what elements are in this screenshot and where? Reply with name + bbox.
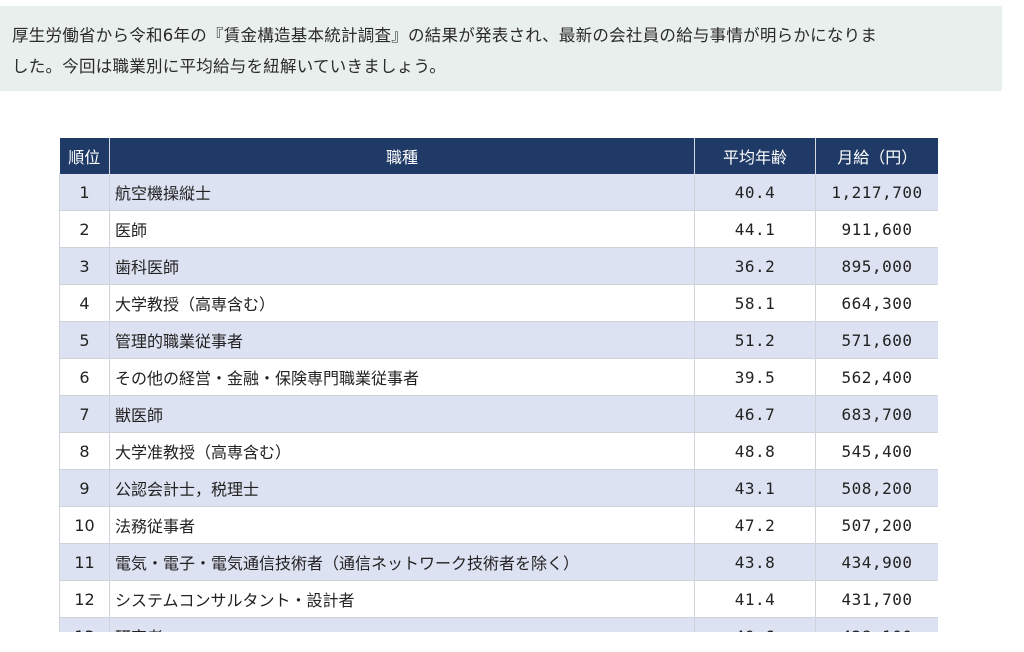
salary-cell: 507,200 — [815, 506, 938, 544]
age-cell: 48.8 — [694, 432, 816, 470]
rank-cell: 11 — [59, 543, 110, 581]
table-row: 5 管理的職業従事者 51.2 571,600 — [59, 321, 938, 359]
salary-cell: 562,400 — [815, 358, 938, 396]
salary-cell: 508,200 — [815, 469, 938, 507]
rank-cell: 9 — [59, 469, 110, 507]
salary-cell: 428,100 — [815, 617, 938, 632]
rank-cell: 5 — [59, 321, 110, 359]
intro-line-2: した。今回は職業別に平均給与を紐解いていきましょう。 — [12, 57, 447, 76]
age-cell: 46.7 — [694, 395, 816, 433]
age-cell: 40.4 — [694, 174, 816, 211]
table-row: 11 電気・電子・電気通信技術者（通信ネットワーク技術者を除く） 43.8 43… — [59, 543, 938, 581]
salary-table: 順位 職種 平均年齢 月給（円） 1 航空機操縦士 40.4 1,217,700… — [59, 138, 938, 632]
salary-table-container: 順位 職種 平均年齢 月給（円） 1 航空機操縦士 40.4 1,217,700… — [59, 138, 938, 632]
intro-text-box: 厚生労働省から令和6年の『賃金構造基本統計調査』の結果が発表され、最新の会社員の… — [0, 6, 1002, 91]
job-cell: 法務従事者 — [109, 506, 695, 544]
salary-cell: 895,000 — [815, 247, 938, 285]
rank-cell: 6 — [59, 358, 110, 396]
age-cell: 40.6 — [694, 617, 816, 632]
salary-cell: 664,300 — [815, 284, 938, 322]
age-cell: 43.8 — [694, 543, 816, 581]
job-cell: システムコンサルタント・設計者 — [109, 580, 695, 618]
table-row: 8 大学准教授（高専含む） 48.8 545,400 — [59, 432, 938, 470]
salary-cell: 434,900 — [815, 543, 938, 581]
table-row: 1 航空機操縦士 40.4 1,217,700 — [59, 174, 938, 211]
table-row: 6 その他の経営・金融・保険専門職業従事者 39.5 562,400 — [59, 358, 938, 396]
salary-cell: 1,217,700 — [815, 174, 938, 211]
table-row: 10 法務従事者 47.2 507,200 — [59, 506, 938, 544]
table-row: 9 公認会計士，税理士 43.1 508,200 — [59, 469, 938, 507]
rank-cell: 4 — [59, 284, 110, 322]
header-age: 平均年齢 — [694, 138, 816, 174]
rank-cell: 1 — [59, 174, 110, 211]
table-header-row: 順位 職種 平均年齢 月給（円） — [59, 138, 938, 174]
age-cell: 58.1 — [694, 284, 816, 322]
job-cell: 公認会計士，税理士 — [109, 469, 695, 507]
job-cell: 大学准教授（高専含む） — [109, 432, 695, 470]
table-row: 12 システムコンサルタント・設計者 41.4 431,700 — [59, 580, 938, 618]
salary-cell: 431,700 — [815, 580, 938, 618]
header-job: 職種 — [109, 138, 695, 174]
salary-cell: 545,400 — [815, 432, 938, 470]
job-cell: 電気・電子・電気通信技術者（通信ネットワーク技術者を除く） — [109, 543, 695, 581]
job-cell: その他の経営・金融・保険専門職業従事者 — [109, 358, 695, 396]
rank-cell: 2 — [59, 210, 110, 248]
header-salary: 月給（円） — [815, 138, 938, 174]
age-cell: 47.2 — [694, 506, 816, 544]
age-cell: 51.2 — [694, 321, 816, 359]
job-cell: 歯科医師 — [109, 247, 695, 285]
salary-cell: 683,700 — [815, 395, 938, 433]
age-cell: 44.1 — [694, 210, 816, 248]
salary-cell: 571,600 — [815, 321, 938, 359]
rank-cell: 8 — [59, 432, 110, 470]
intro-line-1: 厚生労働省から令和6年の『賃金構造基本統計調査』の結果が発表され、最新の会社員の… — [12, 26, 878, 45]
job-cell: 獣医師 — [109, 395, 695, 433]
age-cell: 43.1 — [694, 469, 816, 507]
age-cell: 41.4 — [694, 580, 816, 618]
salary-cell: 911,600 — [815, 210, 938, 248]
rank-cell: 10 — [59, 506, 110, 544]
job-cell: 研究者 — [109, 617, 695, 632]
table-row: 7 獣医師 46.7 683,700 — [59, 395, 938, 433]
table-row: 13 研究者 40.6 428,100 — [59, 617, 938, 632]
job-cell: 医師 — [109, 210, 695, 248]
table-row: 4 大学教授（高専含む） 58.1 664,300 — [59, 284, 938, 322]
age-cell: 39.5 — [694, 358, 816, 396]
job-cell: 航空機操縦士 — [109, 174, 695, 211]
rank-cell: 7 — [59, 395, 110, 433]
rank-cell: 3 — [59, 247, 110, 285]
job-cell: 管理的職業従事者 — [109, 321, 695, 359]
header-rank: 順位 — [59, 138, 110, 174]
age-cell: 36.2 — [694, 247, 816, 285]
rank-cell: 12 — [59, 580, 110, 618]
rank-cell: 13 — [59, 617, 110, 632]
job-cell: 大学教授（高専含む） — [109, 284, 695, 322]
table-row: 3 歯科医師 36.2 895,000 — [59, 247, 938, 285]
table-row: 2 医師 44.1 911,600 — [59, 210, 938, 248]
